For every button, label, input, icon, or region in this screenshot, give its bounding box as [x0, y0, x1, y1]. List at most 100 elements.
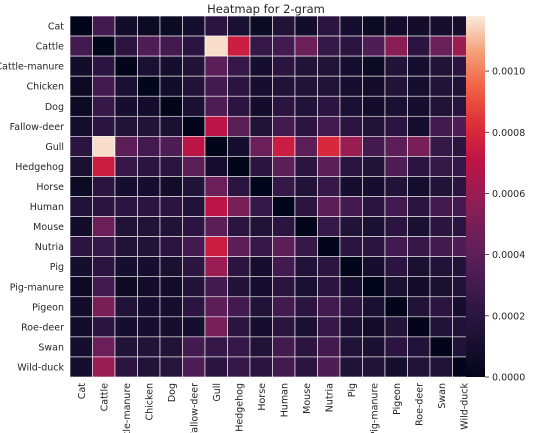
heatmap-cell [204, 75, 228, 97]
heatmap-cell [339, 196, 363, 217]
heatmap-cell [339, 156, 363, 177]
heatmap-cell [92, 136, 116, 157]
heatmap-cell [227, 276, 251, 298]
heatmap-cell [294, 115, 318, 137]
heatmap-cell [204, 15, 228, 37]
heatmap-cell [294, 95, 318, 117]
heatmap-cell [182, 196, 206, 217]
x-tick-label: Fallow-deer [189, 383, 200, 433]
heatmap-cell [339, 356, 363, 378]
heatmap-cell [407, 176, 431, 197]
heatmap-cell [407, 55, 431, 77]
heatmap-cell [407, 236, 431, 257]
heatmap-cell [114, 216, 138, 237]
heatmap-cell [249, 95, 273, 117]
heatmap-cell [429, 115, 453, 137]
heatmap-cell [272, 276, 296, 298]
y-tick-label: Nutria [35, 242, 64, 253]
heatmap-cell [294, 15, 318, 37]
heatmap-cell [429, 75, 453, 97]
heatmap-cell [272, 115, 296, 137]
heatmap-cell [429, 15, 453, 37]
y-tick-label: Cattle-manure [0, 62, 64, 73]
heatmap-cell [317, 176, 341, 197]
heatmap-cell [182, 55, 206, 77]
heatmap-cell [407, 95, 431, 117]
heatmap-cell [294, 316, 318, 338]
heatmap-cell [137, 276, 161, 298]
heatmap-cell [114, 236, 138, 257]
y-tick-label: Gull [45, 142, 64, 153]
heatmap-cell [384, 176, 408, 197]
x-tick-label: Horse [257, 383, 268, 411]
heatmap-cell [429, 216, 453, 237]
heatmap-cell [159, 336, 183, 358]
heatmap-cell [182, 296, 206, 318]
heatmap-cell [317, 136, 341, 157]
heatmap-cell [339, 95, 363, 117]
heatmap-cell [339, 115, 363, 137]
heatmap-cell [159, 296, 183, 318]
heatmap-cell [137, 236, 161, 257]
heatmap-cell [137, 15, 161, 37]
heatmap-cell [227, 336, 251, 358]
heatmap-cell [227, 216, 251, 237]
heatmap-cell [362, 216, 386, 237]
heatmap-cell [159, 55, 183, 77]
heatmap-cell [362, 35, 386, 57]
x-tick-labels: Cat Cattle Cattle-manure Chicken Dog Fallow-d… [77, 383, 471, 433]
heatmap-cell [384, 236, 408, 257]
x-tick-label: Roe-deer [414, 383, 425, 426]
heatmap-cell [159, 95, 183, 117]
heatmap-cell [294, 336, 318, 358]
heatmap-cell [339, 256, 363, 278]
colorbar-tick-label: 0.0008 [492, 128, 525, 139]
heatmap-cell [249, 236, 273, 257]
heatmap-cell [407, 296, 431, 318]
heatmap-cell [249, 156, 273, 177]
heatmap-cell [182, 35, 206, 57]
heatmap-cell [272, 196, 296, 217]
heatmap-cell [362, 356, 386, 378]
heatmap-cell [92, 256, 116, 278]
heatmap-cell [317, 276, 341, 298]
heatmap-cell [339, 55, 363, 77]
heatmap-cell [317, 336, 341, 358]
heatmap-cell [339, 276, 363, 298]
heatmap-cell [227, 196, 251, 217]
heatmap-cell [272, 216, 296, 237]
y-tick-label: Pig-manure [10, 282, 64, 293]
heatmap-cell [227, 356, 251, 378]
heatmap-cell [272, 256, 296, 278]
heatmap-cell [339, 336, 363, 358]
heatmap-cell [159, 35, 183, 57]
heatmap-cell [384, 55, 408, 77]
heatmap-cell [137, 296, 161, 318]
heatmap-cell [294, 136, 318, 157]
heatmap-cell [294, 35, 318, 57]
heatmap-cell [407, 356, 431, 378]
heatmap-cell [204, 176, 228, 197]
heatmap-cell [182, 136, 206, 157]
heatmap-cell [362, 15, 386, 37]
heatmap-cell [294, 156, 318, 177]
x-tick-label: Pig-manure [369, 383, 380, 433]
heatmap-cell [204, 236, 228, 257]
heatmap-cell [227, 236, 251, 257]
heatmap-cell [317, 216, 341, 237]
heatmap-cell [114, 316, 138, 338]
heatmap-cell [182, 336, 206, 358]
heatmap-cells [69, 15, 476, 378]
heatmap-cell [137, 75, 161, 97]
chart-title: Heatmap for 2-gram [207, 2, 325, 16]
heatmap-cell [317, 356, 341, 378]
heatmap-cell [114, 196, 138, 217]
heatmap-cell [182, 156, 206, 177]
y-tick-label: Dog [45, 102, 64, 113]
heatmap-cell [204, 95, 228, 117]
heatmap-cell [249, 55, 273, 77]
heatmap-cell [182, 115, 206, 137]
heatmap-cell [362, 136, 386, 157]
heatmap-cell [249, 136, 273, 157]
heatmap-cell [159, 176, 183, 197]
